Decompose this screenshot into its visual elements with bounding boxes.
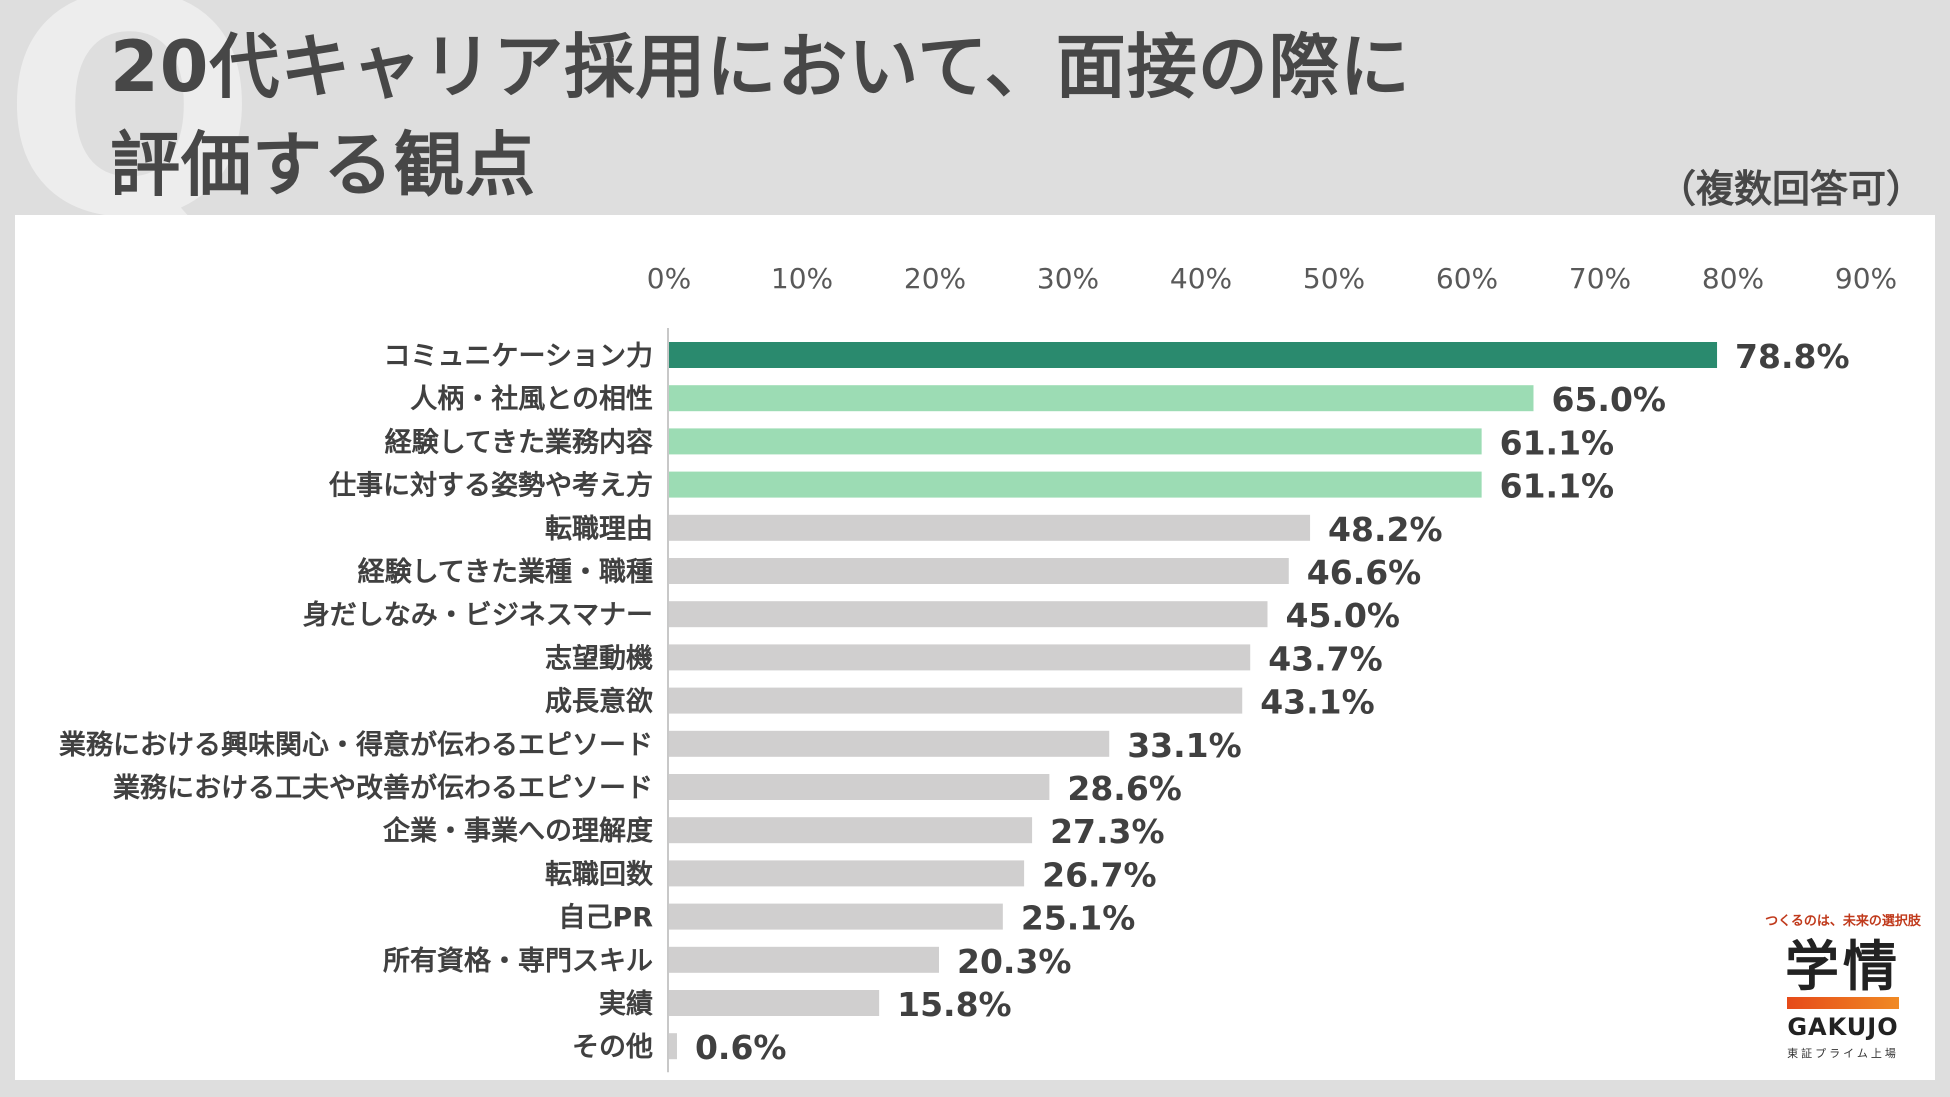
x-tick-label: 70%	[1569, 262, 1631, 295]
bar	[669, 946, 939, 973]
logo-bar	[1787, 997, 1899, 1009]
bar	[669, 817, 1033, 844]
bar	[669, 990, 880, 1016]
category-label: 転職回数	[545, 859, 654, 890]
value-label: 65.0%	[1552, 380, 1667, 419]
title-line-2: 評価する観点	[110, 124, 536, 206]
value-label: 78.8%	[1735, 337, 1850, 376]
category-label: 所有資格・専門スキル	[383, 946, 653, 977]
category-label: 人柄・社風との相性	[410, 383, 653, 415]
multiple-answers-note: （複数回答可）	[1657, 167, 1924, 211]
title-line-1: 20代キャリア採用において、面接の際に	[110, 26, 1411, 108]
x-tick-label: 0%	[647, 262, 691, 295]
x-tick-label: 40%	[1170, 262, 1232, 295]
bar	[669, 514, 1311, 541]
bar	[669, 471, 1482, 498]
value-label: 27.3%	[1050, 812, 1165, 851]
category-label: 経験してきた業種・職種	[358, 556, 653, 588]
category-label: 企業・事業への理解度	[383, 815, 653, 847]
category-label: 業務における興味関心・得意が伝わるエピソード	[59, 729, 653, 761]
bar	[669, 730, 1110, 757]
category-label: 成長意欲	[545, 686, 653, 718]
bar	[669, 903, 1003, 930]
value-label: 48.2%	[1328, 510, 1443, 549]
category-label: 実績	[599, 988, 653, 1020]
category-label: 業務における工夫や改善が伝わるエピソード	[113, 772, 653, 804]
chart-panel: 0% 10% 20% 30% 40% 50% 60% 70% 80% 90% コミュニケーション力 7…	[15, 215, 1935, 1080]
category-label: コミュニケーション力	[384, 341, 653, 372]
x-tick-label: 20%	[904, 262, 966, 295]
category-label: 転職理由	[545, 514, 653, 545]
logo-tagline: つくるのは、未来の選択肢	[1765, 914, 1921, 929]
value-label: 26.7%	[1042, 855, 1157, 894]
value-label: 15.8%	[897, 985, 1012, 1024]
category-label: 身だしなみ・ビジネスマナー	[303, 599, 653, 631]
value-label: 45.0%	[1286, 596, 1401, 635]
bar-chart: 0% 10% 20% 30% 40% 50% 60% 70% 80% 90% コミュニケーション力 7…	[59, 262, 1897, 1073]
value-label: 61.1%	[1500, 467, 1615, 506]
bar	[669, 428, 1482, 455]
x-tick-label: 50%	[1303, 262, 1365, 295]
bar	[669, 558, 1289, 584]
page-title: 20代キャリア採用において、面接の際に 評価する観点	[110, 18, 1411, 214]
category-label: 仕事に対する姿勢や考え方	[328, 470, 653, 502]
value-label: 43.1%	[1260, 683, 1375, 722]
logo-name-en: GAKUJO	[1787, 1013, 1899, 1041]
category-label: 経験してきた業務内容	[385, 426, 653, 458]
bar	[669, 385, 1534, 412]
x-tick-label: 80%	[1702, 262, 1764, 295]
x-tick-label: 90%	[1835, 262, 1897, 295]
value-label: 25.1%	[1021, 899, 1136, 938]
bar	[669, 687, 1243, 714]
bar	[669, 644, 1251, 671]
value-label: 33.1%	[1127, 726, 1242, 765]
value-label: 43.7%	[1268, 639, 1383, 678]
value-label: 0.6%	[695, 1028, 787, 1067]
bar	[669, 342, 1718, 368]
value-label: 61.1%	[1500, 423, 1615, 462]
bar	[669, 601, 1268, 628]
x-tick-label: 60%	[1436, 262, 1498, 295]
category-label: その他	[572, 1032, 653, 1063]
category-label: 自己PR	[558, 902, 653, 934]
x-tick-label: 10%	[771, 262, 833, 295]
gakujo-logo: つくるのは、未来の選択肢 学情 GAKUJO 東証プライム上場	[1753, 910, 1933, 1061]
logo-subtitle: 東証プライム上場	[1787, 1047, 1899, 1060]
bar	[669, 774, 1050, 800]
category-label: 志望動機	[545, 643, 653, 674]
logo-name-jp: 学情	[1785, 935, 1901, 998]
value-label: 46.6%	[1307, 553, 1422, 592]
x-tick-label: 30%	[1037, 262, 1099, 295]
bar	[669, 860, 1025, 887]
value-label: 20.3%	[957, 942, 1072, 981]
value-label: 28.6%	[1067, 769, 1182, 808]
bar	[669, 1033, 677, 1060]
